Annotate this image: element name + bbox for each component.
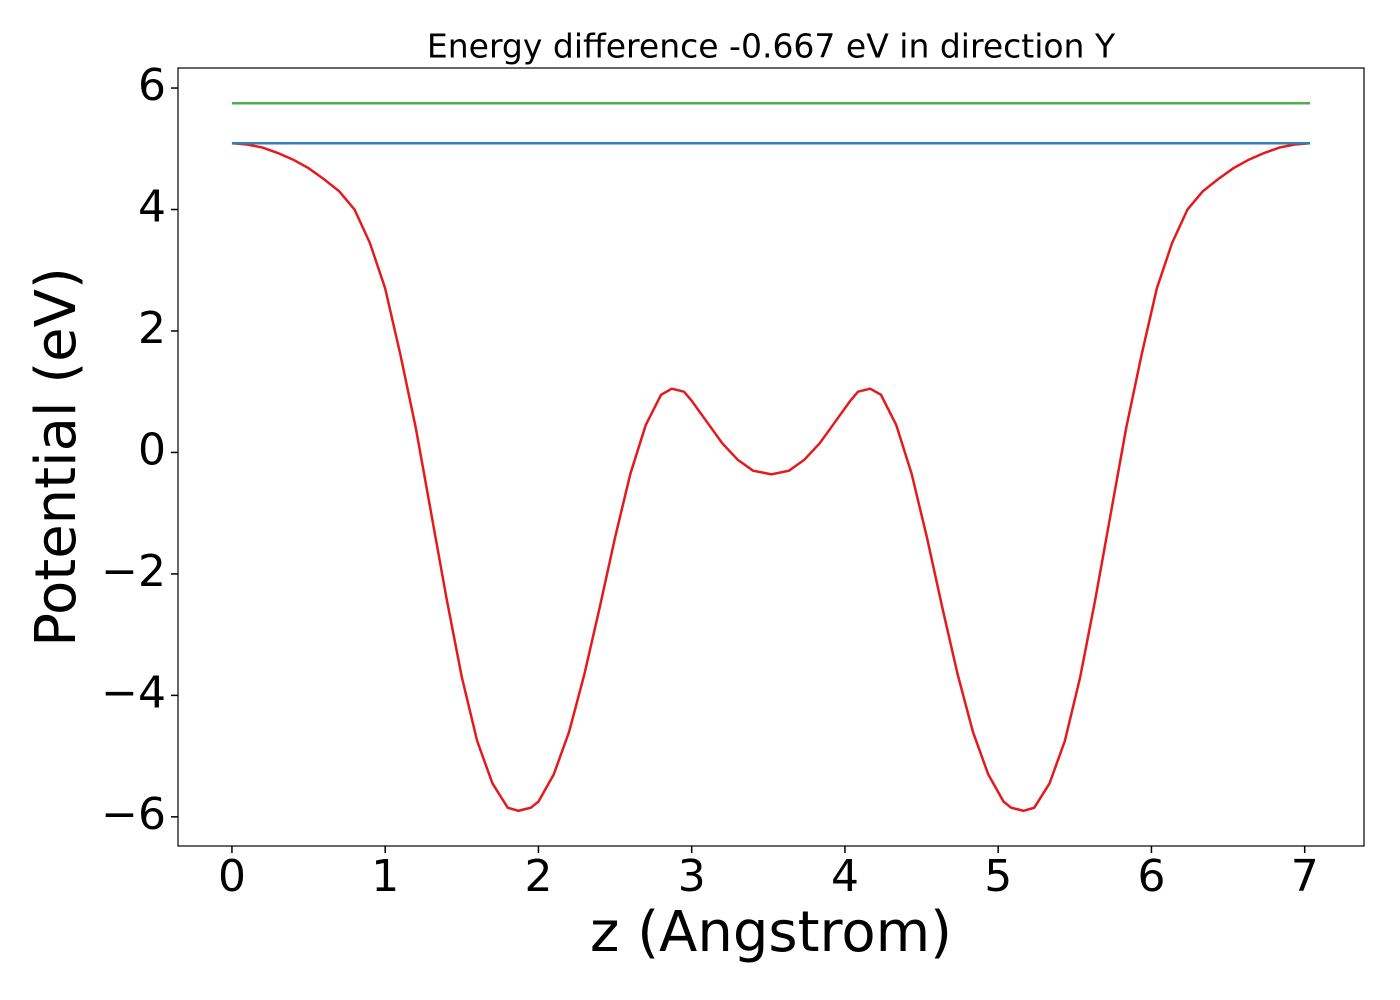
chart-title: Energy difference -0.667 eV in direction… [427,27,1116,66]
x-tick-label: 4 [831,851,859,902]
y-tick-label: −2 [101,546,166,597]
x-tick-label: 1 [371,851,399,902]
plot-frame [177,67,1365,847]
y-tick-label: 2 [138,303,166,354]
x-tick-label: 5 [984,851,1012,902]
y-tick-label: 0 [138,424,166,475]
x-tick-label: 7 [1291,851,1319,902]
x-axis-label: z (Angstrom) [590,900,952,965]
line-series [231,142,1311,813]
x-tick-label: 0 [218,851,246,902]
x-tick-label: 3 [678,851,706,902]
y-axis-label: Potential (eV) [24,267,89,647]
y-tick-label: 6 [138,60,166,111]
y-tick-label: −6 [101,789,166,840]
x-tick-label: 6 [1137,851,1165,902]
y-tick-label: −4 [101,667,166,718]
y-tick-label: 4 [138,182,166,233]
x-tick-label: 2 [524,851,552,902]
